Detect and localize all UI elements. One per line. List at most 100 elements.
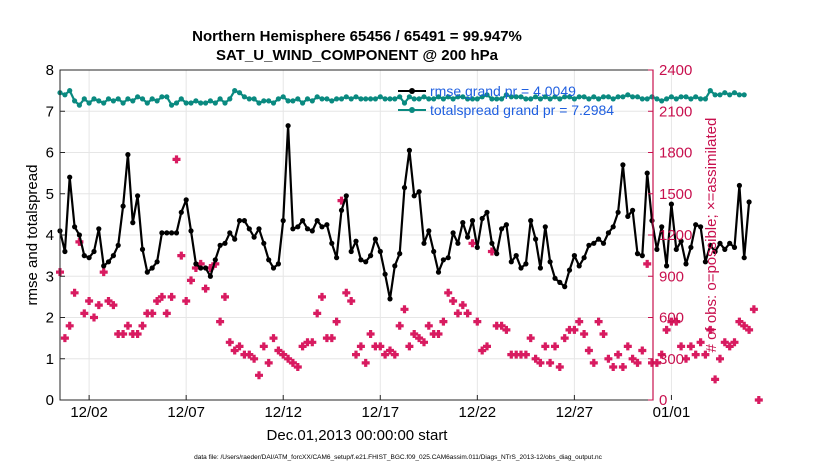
obs-assimilated-point [701, 350, 710, 359]
totalspread-point [241, 94, 247, 100]
obs-assimilated-point [250, 354, 259, 363]
rmse-point [203, 265, 209, 271]
totalspread-point [547, 96, 553, 102]
rmse-point [368, 253, 374, 259]
totalspread-point [338, 96, 345, 102]
rmse-point [746, 199, 752, 205]
totalspread-point [562, 94, 568, 100]
obs-assimilated-point [589, 358, 598, 367]
rmse-point [600, 240, 607, 246]
obs-assimilated-point [696, 338, 705, 347]
totalspread-point [688, 96, 694, 102]
rmse-point [144, 269, 150, 275]
totalspread-point [654, 96, 660, 102]
totalspread-point [387, 96, 393, 102]
totalspread-point [285, 98, 291, 104]
obs-assimilated-point [458, 301, 467, 310]
obs-assimilated-point [298, 342, 307, 351]
rmse-point [232, 236, 238, 242]
totalspread-point [358, 96, 364, 102]
totalspread-point [193, 98, 199, 104]
obs-assimilated-point [546, 358, 555, 367]
rmse-point [130, 220, 136, 226]
x-tick-label: 12/17 [362, 404, 400, 421]
rmse-point [702, 259, 709, 265]
obs-assimilated-point [123, 321, 132, 330]
totalspread-point [440, 96, 446, 102]
totalspread-point [552, 94, 558, 100]
rmse-point [596, 236, 602, 242]
obs-assimilated-point [478, 346, 487, 355]
rmse-point [465, 234, 471, 240]
totalspread-point [571, 96, 578, 102]
rmse-point [241, 218, 247, 224]
rmse-point [139, 246, 146, 252]
totalspread-point [329, 98, 335, 104]
y-tick-label-left: 3 [46, 268, 54, 285]
totalspread-point [309, 98, 315, 104]
totalspread-point [188, 100, 194, 106]
totalspread-point [67, 88, 73, 94]
rmse-point [227, 230, 233, 236]
obs-assimilated-point [70, 288, 79, 297]
obs-assimilated-point [725, 342, 734, 351]
rmse-point [198, 265, 204, 271]
obs-assimilated-point [521, 350, 530, 359]
rmse-point [105, 259, 112, 265]
obs-assimilated-point [536, 358, 545, 367]
totalspread-point [664, 96, 670, 102]
obs-assimilated-point [308, 338, 317, 347]
totalspread-point [164, 94, 170, 100]
obs-assimilated-point [599, 330, 608, 338]
totalspread-point [683, 94, 689, 100]
obs-assimilated-point [691, 350, 700, 359]
rmse-point [479, 215, 485, 222]
rmse-point [683, 261, 689, 267]
totalspread-point [377, 94, 383, 100]
rmse-point [135, 193, 141, 199]
totalspread-point [707, 88, 713, 94]
rmse-point [285, 123, 291, 129]
rmse-point [363, 259, 369, 265]
obs-assimilated-point [711, 375, 720, 384]
chart-title-line2: SAT_U_WIND_COMPONENT @ 200 hPa [216, 47, 499, 64]
rmse-point [435, 269, 442, 275]
obs-assimilated-point [381, 350, 390, 359]
obs-assimilated-point [162, 309, 171, 318]
totalspread-point [503, 92, 509, 98]
obs-assimilated-point [225, 338, 234, 347]
x-tick-label: 01/01 [653, 404, 691, 421]
rmse-point [717, 240, 723, 246]
rmse-point [421, 240, 427, 246]
obs-assimilated-point [720, 338, 729, 347]
totalspread-point [96, 98, 102, 104]
rmse-point [552, 275, 558, 281]
rmse-point [634, 251, 641, 257]
rmse-point [586, 242, 592, 248]
totalspread-point [91, 96, 97, 102]
rmse-point [280, 218, 286, 224]
totalspread-point [499, 96, 505, 102]
totalspread-point [130, 98, 136, 104]
rmse-point [81, 253, 87, 259]
rmse-point [547, 259, 553, 265]
totalspread-point [246, 96, 252, 102]
y-tick-label-left: 6 [46, 145, 54, 162]
totalspread-point [314, 94, 320, 100]
totalspread-point [353, 94, 359, 100]
y-tick-label-right: 2100 [659, 103, 692, 120]
rmse-point [173, 230, 180, 236]
totalspread-point [334, 96, 340, 102]
rmse-point [246, 226, 252, 232]
obs-assimilated-point [235, 342, 244, 351]
totalspread-point [382, 96, 388, 102]
obs-assimilated-point [352, 350, 360, 359]
obs-assimilated-point [60, 334, 69, 343]
rmse-point [207, 273, 213, 279]
totalspread-point [702, 96, 709, 102]
obs-assimilated-point [420, 338, 428, 347]
rmse-point [358, 257, 364, 263]
obs-assimilated-point [604, 354, 613, 363]
obs-assimilated-point [463, 309, 472, 318]
rmse-point [382, 271, 388, 277]
